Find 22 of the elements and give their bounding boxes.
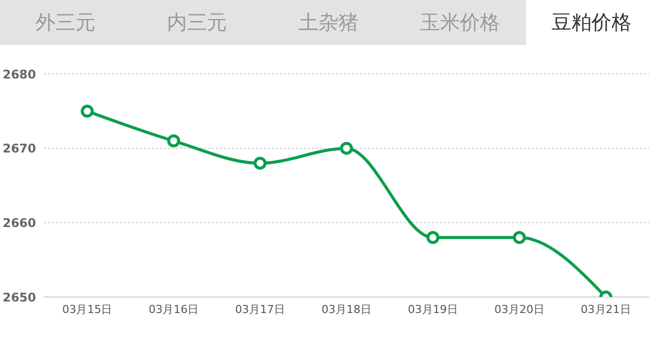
x-tick-label: 03月20日 bbox=[494, 302, 544, 316]
y-tick-label: 2680 bbox=[2, 67, 36, 82]
point bbox=[254, 156, 267, 170]
x-tick-label: 03月21日 bbox=[580, 302, 631, 316]
y-tick-label: 2660 bbox=[2, 216, 36, 230]
text: 内三元 bbox=[167, 10, 228, 34]
point bbox=[426, 231, 440, 244]
point bbox=[512, 231, 526, 244]
chart-title: 豆粕价格 bbox=[551, 10, 632, 34]
x-tick-label: 03月17日 bbox=[235, 302, 286, 316]
text: 玉米价格 bbox=[420, 10, 500, 34]
point bbox=[167, 134, 180, 148]
x-tick-label: 03月16日 bbox=[148, 302, 199, 316]
x-tick-label: 03月18日 bbox=[322, 302, 372, 316]
y-tick-label: 2670 bbox=[2, 142, 36, 156]
y-tick-label: 2650 bbox=[2, 290, 36, 304]
text: 土杂猪 bbox=[298, 10, 358, 34]
x-tick-label: 03月15日 bbox=[62, 302, 112, 316]
point bbox=[80, 104, 94, 118]
text: 外三元 bbox=[36, 10, 96, 34]
x-tick-label: 03月19日 bbox=[408, 302, 458, 316]
point bbox=[340, 142, 353, 155]
